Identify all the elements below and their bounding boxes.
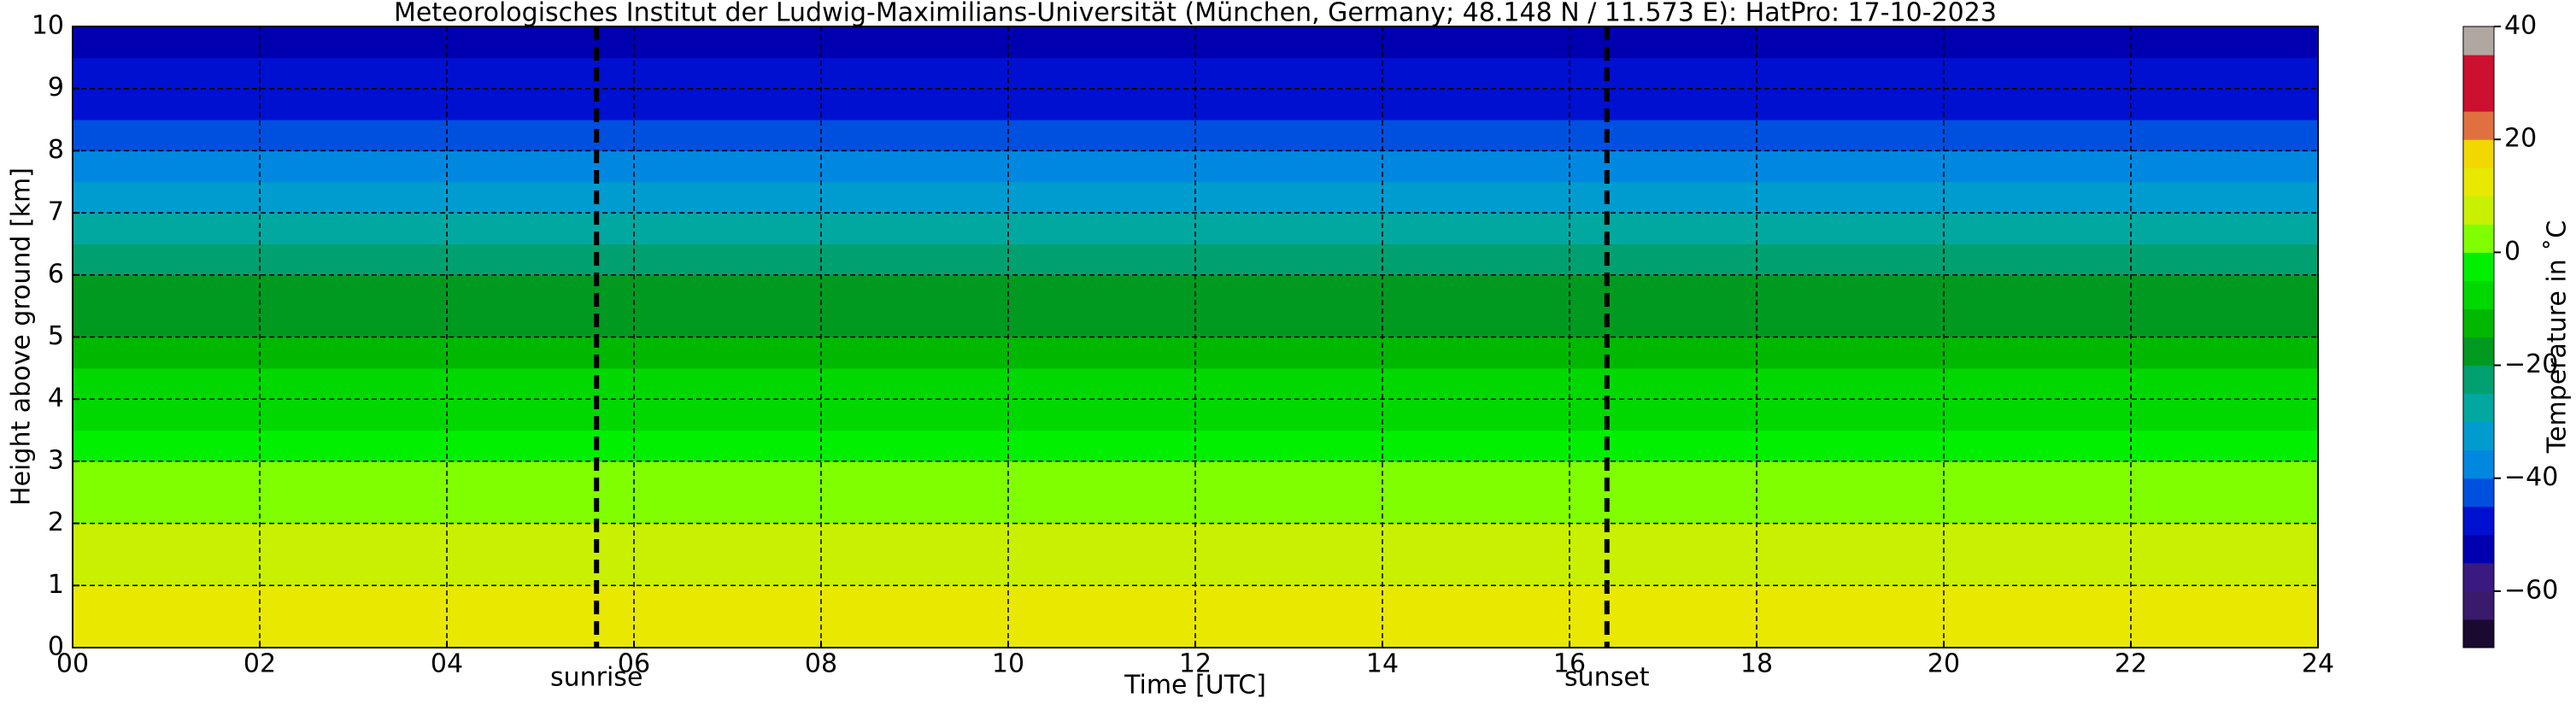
colorbar-segment bbox=[2463, 421, 2494, 451]
x-tick-label: 20 bbox=[1928, 649, 1960, 679]
y-tick-label: 2 bbox=[48, 507, 64, 537]
y-tick-label: 0 bbox=[48, 632, 64, 662]
colorbar-tick-label: −40 bbox=[2504, 462, 2558, 492]
colorbar-segment bbox=[2463, 393, 2494, 423]
colorbar-tick-label: 40 bbox=[2504, 11, 2537, 41]
colorbar-segment bbox=[2463, 167, 2494, 197]
colorbar-label: Temperature in ˚C bbox=[2543, 220, 2573, 454]
x-tick-label: 00 bbox=[56, 649, 89, 679]
x-tick-label: 08 bbox=[805, 649, 837, 679]
colorbar-segment bbox=[2463, 280, 2494, 309]
colorbar-segment bbox=[2463, 619, 2494, 648]
x-tick-label: 06 bbox=[618, 649, 650, 679]
colorbar-segment bbox=[2463, 196, 2494, 225]
y-tick-label: 7 bbox=[48, 197, 64, 227]
colorbar-tick-label: 20 bbox=[2504, 124, 2537, 154]
x-tick-label: 16 bbox=[1553, 649, 1586, 679]
x-tick-label: 22 bbox=[2115, 649, 2147, 679]
colorbar-tick-label: −60 bbox=[2504, 575, 2558, 605]
y-tick-label: 5 bbox=[48, 321, 64, 351]
annotation-label: sunrise bbox=[550, 663, 643, 693]
colorbar-segment bbox=[2463, 252, 2494, 281]
plot-frame bbox=[72, 26, 2319, 648]
colorbar-segment bbox=[2463, 590, 2494, 620]
y-axis-label: Height above ground [km] bbox=[7, 167, 37, 506]
y-tick-label: 1 bbox=[48, 570, 64, 600]
x-tick-label: 18 bbox=[1740, 649, 1773, 679]
y-tick-label: 6 bbox=[48, 259, 64, 289]
colorbar-segment bbox=[2463, 478, 2494, 507]
x-tick-label: 10 bbox=[992, 649, 1024, 679]
y-tick-label: 3 bbox=[48, 445, 64, 475]
colorbar-tick-label: 0 bbox=[2504, 237, 2520, 267]
colorbar-segment bbox=[2463, 534, 2494, 564]
colorbar-segment bbox=[2463, 55, 2494, 112]
colorbar-segment bbox=[2463, 111, 2494, 140]
x-tick-label: 04 bbox=[431, 649, 463, 679]
chart-title: Meteorologisches Institut der Ludwig-Max… bbox=[394, 0, 1997, 28]
colorbar-segment bbox=[2463, 449, 2494, 479]
y-tick-label: 10 bbox=[32, 11, 64, 41]
colorbar-segment bbox=[2463, 365, 2494, 395]
x-tick-label: 14 bbox=[1366, 649, 1399, 679]
y-tick-label: 9 bbox=[48, 73, 64, 103]
y-tick-label: 4 bbox=[48, 384, 64, 414]
colorbar-segment bbox=[2463, 562, 2494, 592]
colorbar-tick-label: −20 bbox=[2504, 349, 2558, 379]
annotation-label: sunset bbox=[1564, 663, 1650, 693]
colorbar-frame bbox=[2462, 26, 2495, 648]
x-tick-label: 12 bbox=[1179, 649, 1212, 679]
colorbar-segment bbox=[2463, 506, 2494, 536]
x-tick-label: 02 bbox=[244, 649, 276, 679]
colorbar-segment bbox=[2463, 139, 2494, 168]
colorbar-segment bbox=[2463, 224, 2494, 253]
x-tick-label: 24 bbox=[2302, 649, 2334, 679]
colorbar-segment bbox=[2463, 308, 2494, 337]
colorbar-segment bbox=[2463, 26, 2494, 56]
x-axis-label: Time [UTC] bbox=[1124, 671, 1266, 701]
colorbar-segment bbox=[2463, 337, 2494, 367]
y-tick-label: 8 bbox=[48, 135, 64, 165]
